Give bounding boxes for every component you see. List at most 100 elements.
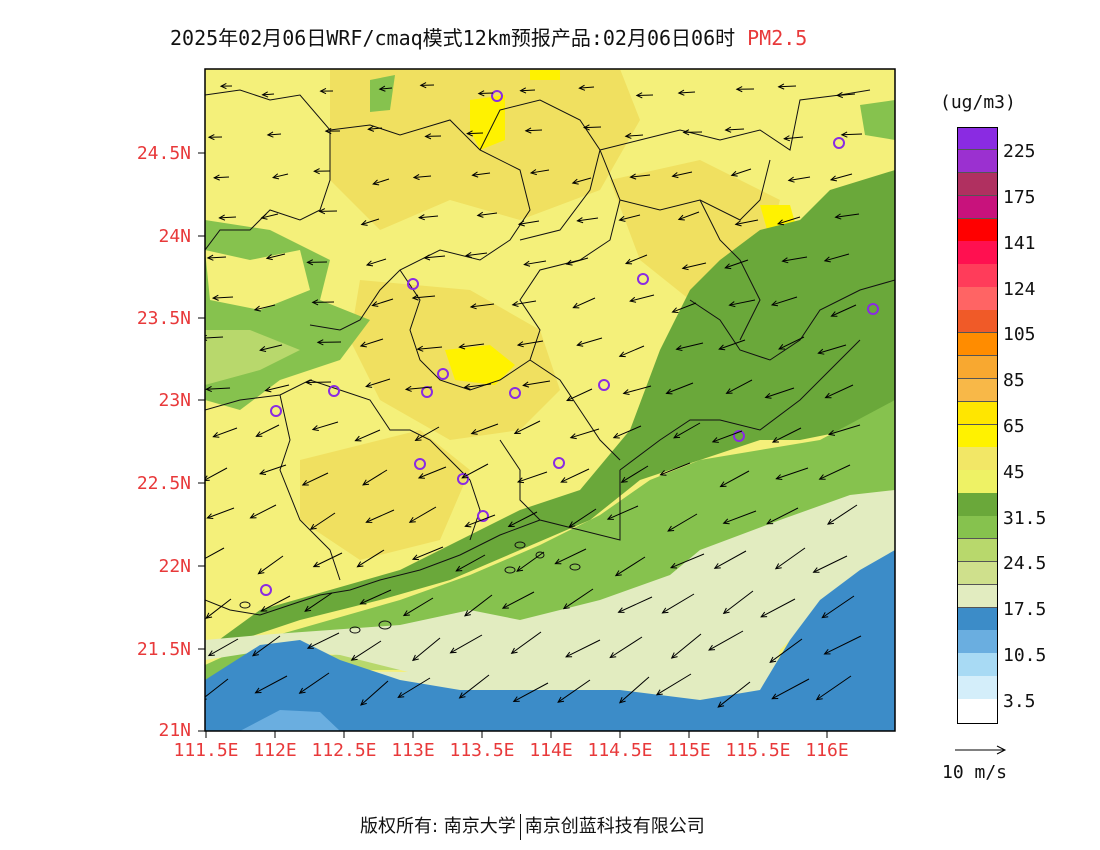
wind-vector-head <box>722 518 730 525</box>
wind-vector-head <box>516 341 524 348</box>
wind-vector-head <box>411 554 420 561</box>
wind-vector <box>662 593 695 614</box>
wind-vector <box>557 679 591 703</box>
wind-vector <box>525 129 543 132</box>
colorbar-label: 10.5 <box>1003 645 1047 666</box>
wind-vector-head <box>517 220 525 227</box>
wind-vector-head <box>311 425 319 432</box>
wind-vector-head <box>717 701 725 708</box>
wind-vector <box>731 168 752 176</box>
wind-vector-head <box>513 428 521 434</box>
wind-vector-head <box>562 603 570 610</box>
wind-vector <box>615 556 646 576</box>
wind-vector <box>417 346 443 350</box>
wind-vector <box>678 211 700 220</box>
wind-vector <box>672 171 693 177</box>
wind-vector <box>835 213 860 218</box>
wind-vector-head <box>365 517 373 523</box>
wind-vector-head <box>371 301 379 307</box>
wind-vector-head <box>365 382 373 388</box>
wind-vector-head <box>411 294 419 301</box>
wind-vector <box>518 220 540 225</box>
wind-vector-head <box>614 570 622 577</box>
wind-vector <box>819 464 851 480</box>
wind-vector-head <box>507 521 515 528</box>
wind-vector <box>765 387 795 398</box>
wind-vector-head <box>667 525 675 532</box>
wind-vector <box>464 383 492 388</box>
wind-vector <box>472 172 491 176</box>
wind-vector <box>512 300 537 306</box>
wind-vector-head <box>578 84 586 91</box>
wind-vector <box>256 424 280 437</box>
wind-vector-head <box>618 697 626 704</box>
colorbar-cell <box>957 561 997 586</box>
wind-vector-head <box>783 135 791 142</box>
wind-vector-head <box>823 256 831 263</box>
wind-vector <box>825 384 854 399</box>
wind-vector-head <box>725 388 733 394</box>
wind-vector-head <box>826 518 834 525</box>
wind-vector <box>360 680 389 706</box>
wind-vector-head <box>582 124 590 131</box>
wind-vector-head <box>416 345 424 352</box>
wind-vector-head <box>213 174 220 181</box>
wind-vector-head <box>306 643 314 649</box>
wind-vector <box>573 297 596 309</box>
wind-vector <box>462 463 489 479</box>
wind-vector-head <box>671 307 679 314</box>
lon-label-114-5: 114.5E <box>587 740 653 761</box>
wind-vector <box>784 136 804 140</box>
colorbar-cell <box>957 584 997 609</box>
colorbar-cell <box>957 332 997 357</box>
wind-vector-head <box>617 607 625 613</box>
land-patch-north <box>330 69 640 230</box>
wind-vector <box>671 633 702 659</box>
wind-vector <box>262 93 275 96</box>
wind-vector <box>708 630 744 651</box>
wind-vector-head <box>312 561 320 568</box>
wind-vector-head <box>424 133 432 140</box>
wind-vector <box>360 589 392 605</box>
wind-vector <box>775 547 806 570</box>
wind-vector <box>419 215 439 219</box>
wind-vector-head <box>309 523 317 530</box>
wind-vector-head <box>777 219 785 226</box>
wind-vector-head <box>728 301 736 308</box>
coastal-green <box>205 400 895 680</box>
wind-vector-head <box>251 650 259 657</box>
colorbar-cell <box>957 127 997 151</box>
wind-vector <box>619 676 650 704</box>
wind-vector-head <box>397 692 405 698</box>
wind-vector <box>312 421 339 431</box>
wind-vector <box>782 256 808 262</box>
footer-left: 版权所有: 南京大学 <box>360 816 516 837</box>
wind-vector-head <box>675 345 683 352</box>
wind-vector <box>725 128 745 131</box>
wind-vector-head <box>412 174 420 181</box>
wind-vector <box>360 338 384 347</box>
wind-vector <box>413 175 432 179</box>
wind-vector-head <box>568 521 576 528</box>
wind-vector-head <box>414 435 422 442</box>
wind-vector <box>517 471 548 483</box>
wind-vector <box>831 304 857 317</box>
wind-vector <box>470 303 495 308</box>
lat-label-21-5: 21.5N <box>136 639 191 660</box>
wind-vector <box>213 296 234 299</box>
wind-vector-head <box>360 220 368 226</box>
wind-vector-head <box>730 170 738 177</box>
wind-vector-head <box>461 472 469 479</box>
wind-vector-head <box>677 214 685 221</box>
wind-vector-head <box>771 436 779 443</box>
wind-vector-head <box>673 432 681 439</box>
wind-vector-head <box>378 85 386 92</box>
wind-vector <box>771 296 798 306</box>
wind-vector <box>712 430 743 443</box>
wind-vector-head <box>298 687 306 694</box>
wind-vector-head <box>566 395 574 402</box>
wind-vector-head <box>609 652 617 659</box>
station-marker <box>407 278 419 290</box>
station-marker <box>491 90 503 102</box>
wind-vector-head <box>211 294 219 301</box>
